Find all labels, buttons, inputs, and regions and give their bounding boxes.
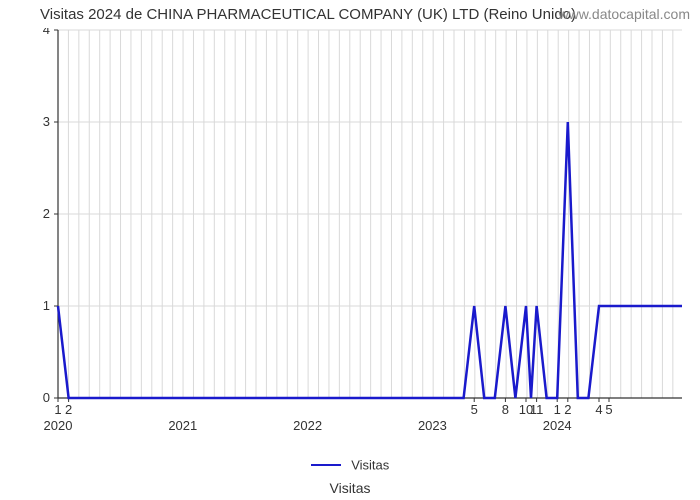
svg-text:1: 1 [554,402,561,417]
legend-swatch [311,464,341,467]
svg-text:4: 4 [595,402,602,417]
svg-text:5: 5 [471,402,478,417]
chart-title: Visitas 2024 de CHINA PHARMACEUTICAL COM… [40,6,576,23]
svg-text:2023: 2023 [418,418,447,433]
svg-text:2021: 2021 [168,418,197,433]
svg-text:0: 0 [43,390,50,405]
svg-text:1: 1 [43,298,50,313]
legend-label: Visitas [351,457,389,472]
svg-text:11: 11 [530,402,544,417]
watermark-text: www.datocapital.com [558,6,690,22]
svg-text:2022: 2022 [293,418,322,433]
chart-container: 0123412581011124520202021202220232024 [30,28,690,448]
svg-text:2: 2 [564,402,571,417]
svg-text:3: 3 [43,114,50,129]
svg-text:4: 4 [43,28,50,37]
svg-text:1: 1 [54,402,61,417]
svg-text:5: 5 [605,402,612,417]
svg-text:2024: 2024 [543,418,572,433]
svg-text:2020: 2020 [44,418,73,433]
legend: Visitas [0,456,700,474]
svg-text:8: 8 [502,402,509,417]
x-axis-label: Visitas [0,480,700,496]
line-chart: 0123412581011124520202021202220232024 [30,28,690,448]
svg-text:2: 2 [43,206,50,221]
svg-text:2: 2 [65,402,72,417]
